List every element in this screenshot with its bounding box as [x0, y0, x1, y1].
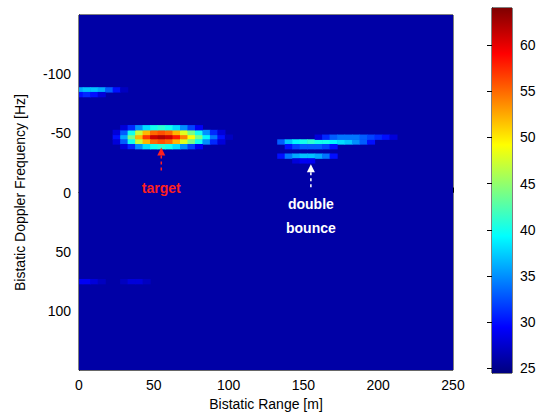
svg-text:40: 40 — [520, 222, 536, 238]
svg-text:0: 0 — [63, 185, 71, 201]
svg-text:50: 50 — [520, 129, 536, 145]
svg-text:150: 150 — [292, 377, 316, 393]
svg-text:50: 50 — [146, 377, 162, 393]
svg-text:55: 55 — [520, 83, 536, 99]
svg-text:double: double — [288, 196, 334, 212]
svg-text:target: target — [142, 180, 181, 196]
svg-text:bounce: bounce — [286, 220, 336, 236]
svg-text:200: 200 — [367, 377, 391, 393]
svg-text:100: 100 — [48, 303, 72, 319]
svg-text:30: 30 — [520, 314, 536, 330]
svg-text:35: 35 — [520, 268, 536, 284]
svg-text:60: 60 — [520, 37, 536, 53]
svg-text:Bistatic Range [m]: Bistatic Range [m] — [209, 396, 323, 412]
svg-text:-50: -50 — [51, 125, 71, 141]
svg-text:0: 0 — [75, 377, 83, 393]
svg-text:50: 50 — [55, 244, 71, 260]
svg-text:100: 100 — [217, 377, 241, 393]
svg-text:-100: -100 — [43, 66, 71, 82]
svg-text:250: 250 — [441, 377, 465, 393]
svg-text:25: 25 — [520, 360, 536, 376]
svg-text:Bistatic Doppler Frequency [Hz: Bistatic Doppler Frequency [Hz] — [12, 94, 28, 291]
svg-text:45: 45 — [520, 176, 536, 192]
